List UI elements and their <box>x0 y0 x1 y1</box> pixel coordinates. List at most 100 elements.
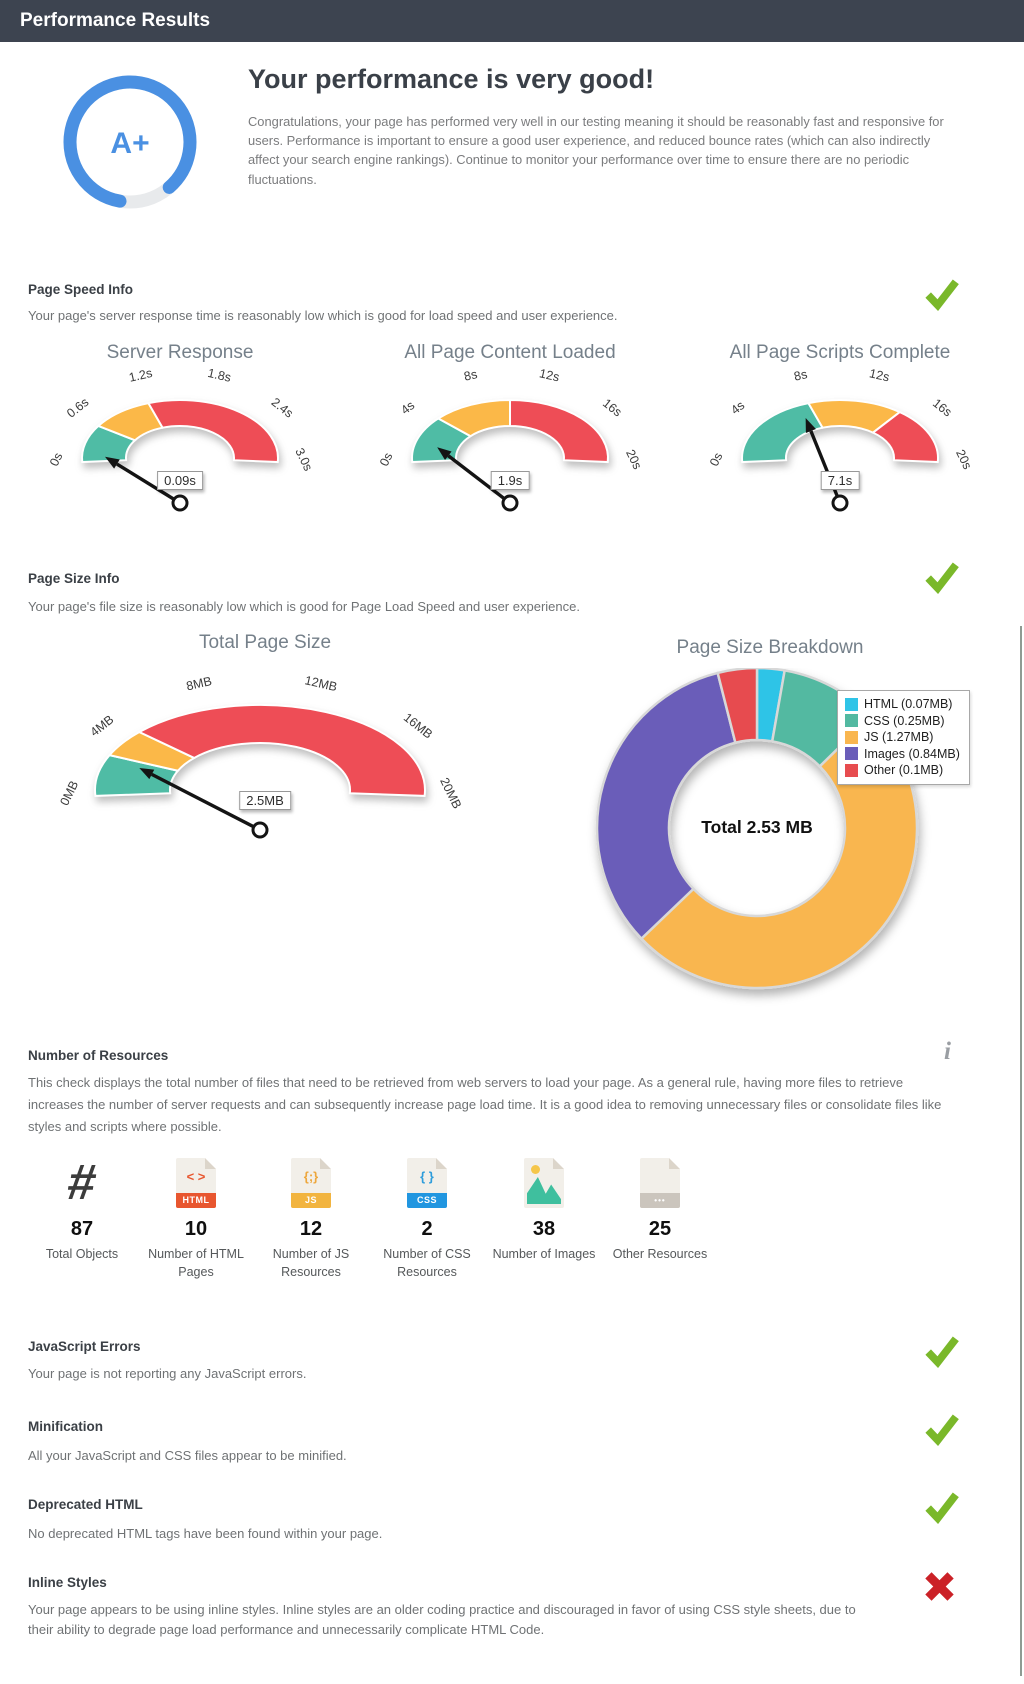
legend-label: Other (0.1MB) <box>864 763 944 777</box>
css-glyph: { } <box>420 1169 434 1184</box>
gauge-title: Total Page Size <box>198 632 332 653</box>
legend-item: Images (0.84MB) <box>845 746 960 763</box>
page-fold <box>669 1158 680 1169</box>
section-title-resources: Number of Resources <box>28 1048 169 1063</box>
legend-swatch-other <box>845 763 858 777</box>
counter-value: 10 <box>184 1218 208 1240</box>
grade-ring: A+ <box>63 75 197 209</box>
svg-text:4MB: 4MB <box>88 712 117 739</box>
page-edge-divider <box>1020 626 1022 1676</box>
svg-text:0MB: 0MB <box>60 779 81 808</box>
gauge-title: Server Response <box>106 342 254 363</box>
legend-swatch-css <box>845 714 858 728</box>
section-title-minification: Minification <box>28 1419 103 1434</box>
gauge-arc: 0s 4s 8s 12s 16s 20s <box>377 368 645 512</box>
gauge-title: All Page Scripts Complete <box>729 342 951 363</box>
counter-images: 38 Number of Images <box>484 1152 604 1261</box>
counter-html-pages: < > HTML 10 Number of HTML Pages <box>136 1152 256 1279</box>
other-banner: ••• <box>640 1193 680 1208</box>
svg-text:12s: 12s <box>868 368 891 384</box>
section-body-js-errors: Your page is not reporting any JavaScrip… <box>28 1366 307 1381</box>
counter-css-resources: { } CSS 2 Number of CSS Resources <box>367 1152 487 1279</box>
counter-label: Number of HTML Pages <box>148 1247 244 1279</box>
counter-value: 38 <box>532 1218 556 1240</box>
svg-text:12MB: 12MB <box>303 673 338 694</box>
info-icon[interactable]: i <box>944 1038 951 1065</box>
svg-text:16MB: 16MB <box>401 710 435 741</box>
legend-label: HTML (0.07MB) <box>864 697 953 711</box>
svg-text:0s: 0s <box>707 450 725 468</box>
gauge-value-label: 0.09s <box>157 471 203 490</box>
counter-other-resources: ••• 25 Other Resources <box>600 1152 720 1261</box>
svg-text:20s: 20s <box>623 447 644 471</box>
legend-item: JS (1.27MB) <box>845 729 960 746</box>
content-loaded-gauge: All Page Content Loaded 0s 4s 8s 12s 16s 20s … <box>345 340 675 528</box>
summary-text: Congratulations, your page has performed… <box>248 114 944 187</box>
legend-swatch-html <box>845 697 858 711</box>
html-banner: HTML <box>176 1193 216 1208</box>
svg-text:16s: 16s <box>930 396 954 419</box>
sun-icon <box>531 1165 540 1174</box>
svg-text:20s: 20s <box>953 447 974 471</box>
chart-title: Page Size Breakdown <box>676 637 864 658</box>
page-size-breakdown-chart: Page Size Breakdown Total 2.53 MB HTML (… <box>560 635 980 1005</box>
page-title: Performance Results <box>20 10 211 31</box>
page-fold <box>320 1158 331 1169</box>
counter-total-objects: # 87 Total Objects <box>22 1152 142 1261</box>
gauge-arc: 0MB 4MB 8MB 12MB 16MB 20MB <box>60 673 464 839</box>
section-body-deprecated-html: No deprecated HTML tags have been found … <box>28 1526 383 1541</box>
section-title-inline-styles: Inline Styles <box>28 1575 107 1590</box>
svg-text:8s: 8s <box>463 368 479 384</box>
section-body-minification: All your JavaScript and CSS files appear… <box>28 1448 347 1463</box>
css-file-icon: { } CSS <box>407 1158 447 1208</box>
hash-icon: # <box>64 1154 100 1210</box>
section-title-page-speed: Page Speed Info <box>28 282 134 297</box>
legend-label: Images (0.84MB) <box>864 746 960 761</box>
svg-text:2.4s: 2.4s <box>269 395 296 421</box>
svg-text:20MB: 20MB <box>437 775 464 810</box>
counter-label: Total Objects <box>45 1247 119 1261</box>
chart-legend: HTML (0.07MB) CSS (0.25MB) JS (1.27MB) I… <box>837 690 970 785</box>
legend-swatch-images <box>845 747 858 761</box>
html-file-icon: < > HTML <box>176 1158 216 1208</box>
counter-label: Number of CSS Resources <box>383 1247 471 1279</box>
donut-center-label: Total 2.53 MB <box>701 817 813 837</box>
page-fold <box>205 1158 216 1169</box>
check-icon <box>925 279 959 311</box>
counter-value: 87 <box>70 1218 94 1240</box>
gauge-arc: 0s 0.6s 1.2s 1.8s 2.4s 3.0s <box>47 368 315 512</box>
svg-text:0.6s: 0.6s <box>64 395 91 421</box>
legend-label: JS (1.27MB) <box>864 730 934 744</box>
section-title-js-errors: JavaScript Errors <box>28 1339 141 1354</box>
svg-text:4s: 4s <box>398 398 417 417</box>
server-response-gauge: Server Response 0s 0.6s 1.2s 1.8s 2.4s 3.0s 0… <box>15 340 345 528</box>
check-icon <box>925 1414 959 1446</box>
mountain-icon <box>527 1177 561 1204</box>
counter-label: Number of JS Resources <box>272 1247 350 1279</box>
section-body-resources: This check displays the total number of … <box>28 1075 942 1134</box>
section-body-inline-styles: Your page appears to be using inline sty… <box>28 1602 856 1637</box>
legend-item: Other (0.1MB) <box>845 762 960 779</box>
section-body-page-speed: Your page's server response time is reas… <box>28 308 618 323</box>
svg-text:8s: 8s <box>793 368 809 384</box>
css-banner: CSS <box>407 1193 447 1208</box>
svg-text:1.2s: 1.2s <box>128 368 154 385</box>
svg-text:8MB: 8MB <box>185 674 213 693</box>
legend-item: HTML (0.07MB) <box>845 696 960 713</box>
counter-label: Number of Images <box>492 1247 596 1261</box>
gauge-title: All Page Content Loaded <box>404 342 616 363</box>
page-fold <box>553 1158 564 1169</box>
svg-text:12s: 12s <box>538 368 561 384</box>
section-title-page-size: Page Size Info <box>28 571 120 586</box>
app-header: Performance Results <box>0 0 1024 42</box>
legend-label: CSS (0.25MB) <box>864 713 945 728</box>
gauge-arc: 0s 4s 8s 12s 16s 20s <box>707 368 975 512</box>
page-fold <box>436 1158 447 1169</box>
grade-ring-progress <box>63 75 197 209</box>
gauge-value-label: 1.9s <box>490 471 530 490</box>
grade-badge: A+ <box>110 127 149 160</box>
counter-js-resources: {;} JS 12 Number of JS Resources <box>251 1152 371 1279</box>
svg-text:4s: 4s <box>728 398 747 417</box>
other-file-icon: ••• <box>640 1158 680 1208</box>
image-file-icon <box>524 1158 564 1208</box>
